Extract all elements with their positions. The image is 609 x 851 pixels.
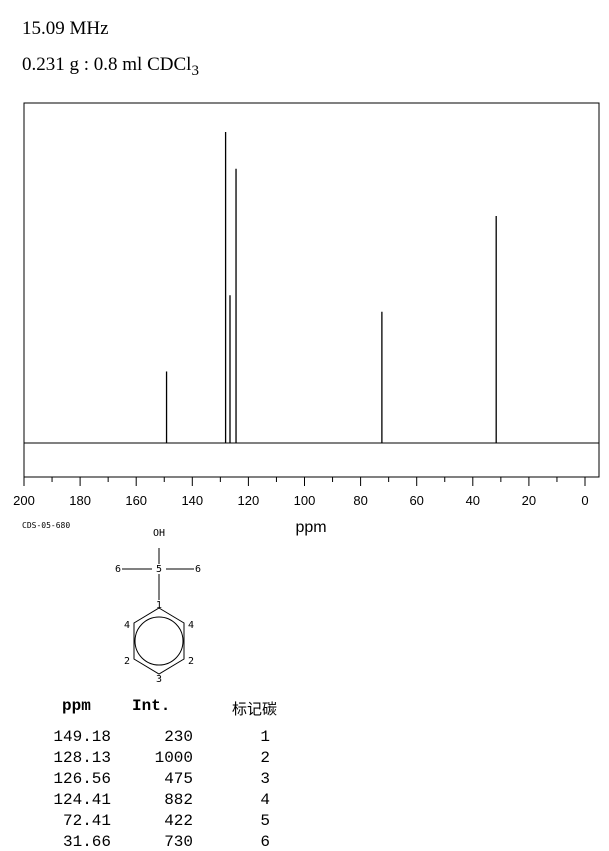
ticks-group: 200 180 160 140 120 100 80 60 40 20 0 xyxy=(13,477,589,508)
x-tick-label: 180 xyxy=(69,493,91,508)
table-header-ppm: ppm xyxy=(62,697,91,715)
x-tick-label: 40 xyxy=(466,493,480,508)
row-int: 475 xyxy=(164,770,193,788)
atom-label-1: 1 xyxy=(156,600,162,611)
x-tick-label: 100 xyxy=(294,493,316,508)
plot-frame xyxy=(23,102,600,478)
atom-label-2-left: 2 xyxy=(124,656,130,667)
row-ppm: 124.41 xyxy=(53,791,111,809)
nmr-spectrum-chart: 200 180 160 140 120 100 80 60 40 20 0 ppm xyxy=(13,102,600,536)
x-tick-label: 60 xyxy=(409,493,423,508)
row-int: 882 xyxy=(164,791,193,809)
peaks-group xyxy=(165,132,497,443)
atom-label-6-left: 6 xyxy=(115,564,121,575)
table-header-int: Int. xyxy=(132,697,171,715)
sample-description: 0.231 g : 0.8 ml CDCl3 xyxy=(22,54,199,80)
aromatic-circle xyxy=(134,616,184,666)
row-ppm: 149.18 xyxy=(53,728,111,746)
molecule-structure: OH 6 5 6 1 4 4 2 2 3 xyxy=(115,528,201,685)
sample-subscript: 3 xyxy=(191,62,199,79)
atom-oh: OH xyxy=(153,528,165,539)
atom-label-6-right: 6 xyxy=(195,564,201,575)
row-int: 230 xyxy=(164,728,193,746)
benzene-ring xyxy=(133,607,185,675)
x-tick-label: 160 xyxy=(125,493,147,508)
row-ppm: 128.13 xyxy=(53,749,111,767)
row-ppm: 31.66 xyxy=(62,833,111,851)
spectrometer-frequency: 15.09 MHz xyxy=(22,18,109,39)
atom-label-3: 3 xyxy=(156,674,162,685)
sample-text: 0.231 g : 0.8 ml CDCl xyxy=(22,54,192,75)
row-carbon: 5 xyxy=(260,812,270,830)
atom-label-4-right: 4 xyxy=(188,620,194,631)
spectrum-id: CDS-05-680 xyxy=(22,521,71,530)
atom-label-5: 5 xyxy=(156,564,162,575)
x-tick-label: 200 xyxy=(13,493,35,508)
x-axis-label: ppm xyxy=(295,519,326,536)
atom-label-2-right: 2 xyxy=(188,656,194,667)
row-carbon: 4 xyxy=(260,791,270,809)
x-tick-label: 80 xyxy=(353,493,367,508)
row-int: 730 xyxy=(164,833,193,851)
row-carbon: 2 xyxy=(260,749,270,767)
row-carbon: 6 xyxy=(260,833,270,851)
row-carbon: 3 xyxy=(260,770,270,788)
x-tick-label: 20 xyxy=(522,493,536,508)
x-tick-label: 140 xyxy=(181,493,203,508)
row-int: 422 xyxy=(164,812,193,830)
row-carbon: 1 xyxy=(260,728,270,746)
x-tick-label: 120 xyxy=(238,493,260,508)
x-tick-label: 0 xyxy=(581,493,588,508)
row-ppm: 72.41 xyxy=(62,812,111,830)
row-int: 1000 xyxy=(154,749,193,767)
table-header-carbon: 标记碳 xyxy=(232,700,278,718)
row-ppm: 126.56 xyxy=(53,770,111,788)
atom-label-4-left: 4 xyxy=(124,620,130,631)
